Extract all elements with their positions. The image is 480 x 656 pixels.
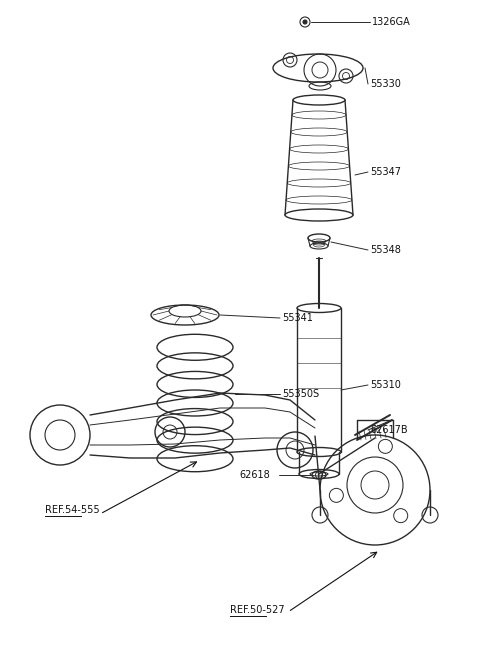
- Text: 55330: 55330: [370, 79, 401, 89]
- Text: 55350S: 55350S: [282, 389, 319, 399]
- Text: 55348: 55348: [370, 245, 401, 255]
- Text: 55341: 55341: [282, 313, 313, 323]
- Text: 62617B: 62617B: [370, 425, 408, 435]
- Text: REF.50-527: REF.50-527: [230, 605, 285, 615]
- Text: 62618: 62618: [239, 470, 270, 480]
- Circle shape: [303, 20, 307, 24]
- Text: 55310: 55310: [370, 380, 401, 390]
- Text: 1326GA: 1326GA: [372, 17, 411, 27]
- Text: REF.54-555: REF.54-555: [45, 505, 100, 515]
- Text: 55347: 55347: [370, 167, 401, 177]
